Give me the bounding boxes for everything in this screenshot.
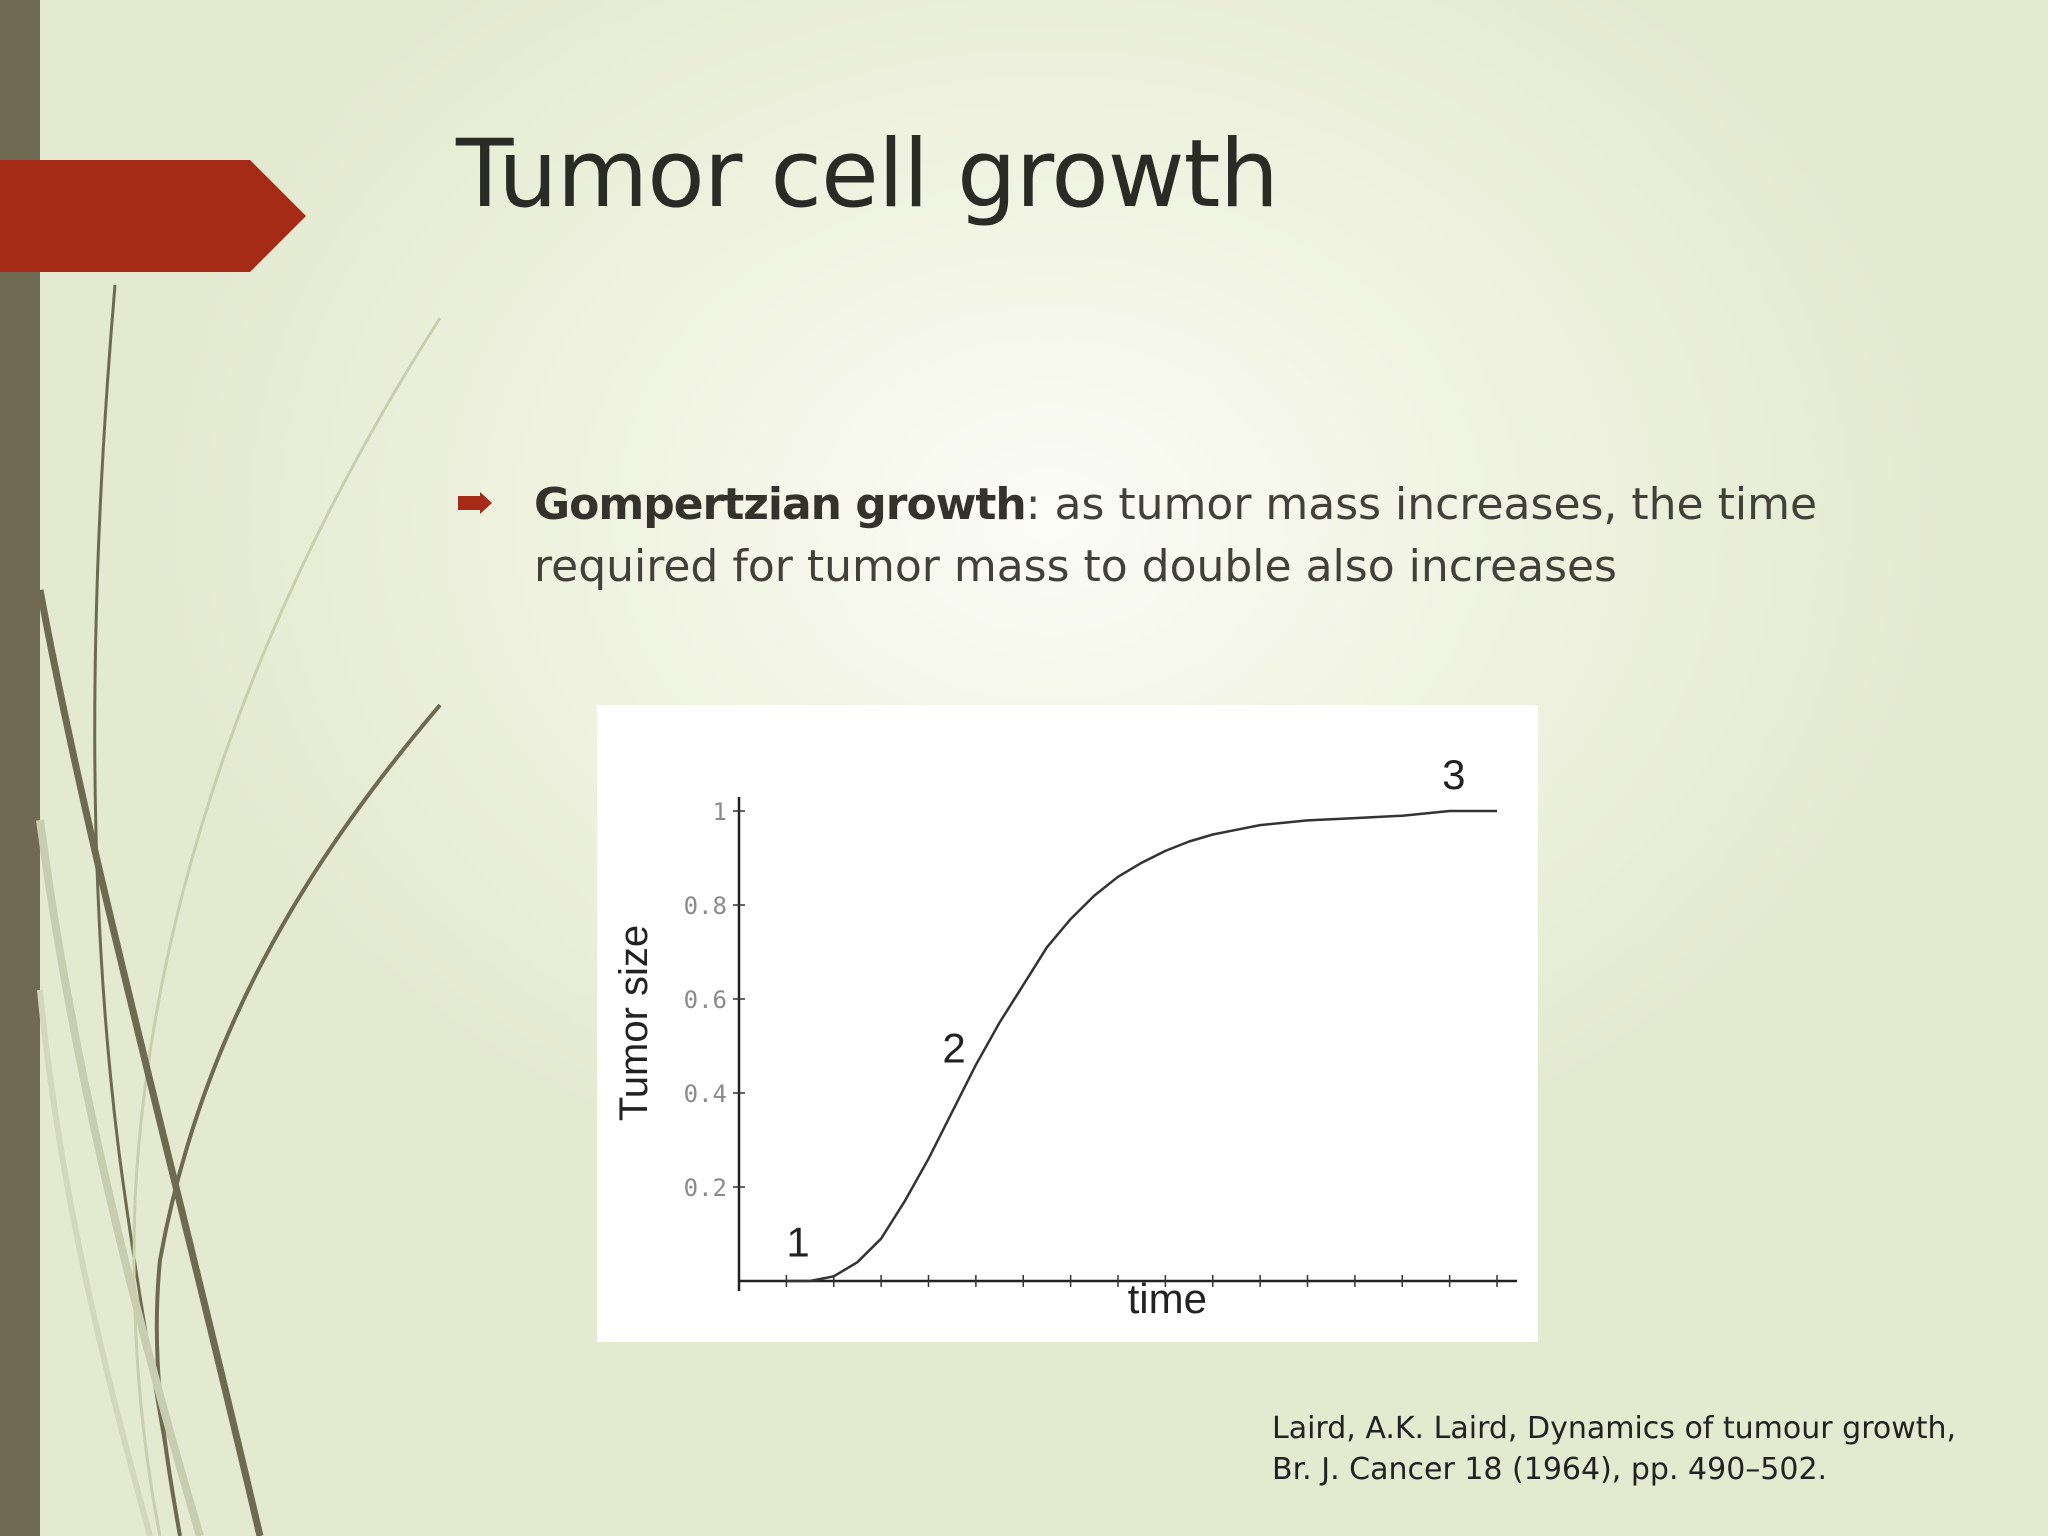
curve-annotation: 1 <box>786 1218 809 1265</box>
y-axis-label: Tumor size <box>612 925 656 1121</box>
decorative-lines <box>36 284 442 1536</box>
arrow-right-icon <box>458 492 492 514</box>
growth-chart: Tumor size time 0.2 0.4 0.6 0.8 1 1 2 3 <box>597 705 1538 1342</box>
bullet-description: : as tumor mass increases, the time requ… <box>534 479 1818 592</box>
y-tick-label: 1 <box>713 798 727 826</box>
citation-line-2: Br. J. Cancer 18 (1964), pp. 490–502. <box>1272 1452 1828 1487</box>
y-tick-label: 0.4 <box>684 1080 727 1108</box>
slide-title: Tumor cell growth <box>456 120 1279 229</box>
title-accent-flag <box>0 160 306 272</box>
growth-curve <box>786 809 1497 1283</box>
curve-annotation: 3 <box>1442 751 1465 798</box>
y-tick-label: 0.8 <box>684 892 727 920</box>
bullet-text: Gompertzian growth: as tumor mass increa… <box>534 474 1854 598</box>
curve-annotation: 2 <box>942 1025 965 1072</box>
citation: Laird, A.K. Laird, Dynamics of tumour gr… <box>1272 1408 2012 1490</box>
x-axis-label: time <box>1128 1275 1207 1322</box>
y-tick-label: 0.6 <box>684 986 727 1014</box>
growth-chart-svg: Tumor size time 0.2 0.4 0.6 0.8 1 1 2 3 <box>612 751 1517 1322</box>
bullet-term: Gompertzian growth <box>534 479 1027 530</box>
y-tick-label: 0.2 <box>684 1174 727 1202</box>
citation-line-1: Laird, A.K. Laird, Dynamics of tumour gr… <box>1272 1411 1957 1446</box>
